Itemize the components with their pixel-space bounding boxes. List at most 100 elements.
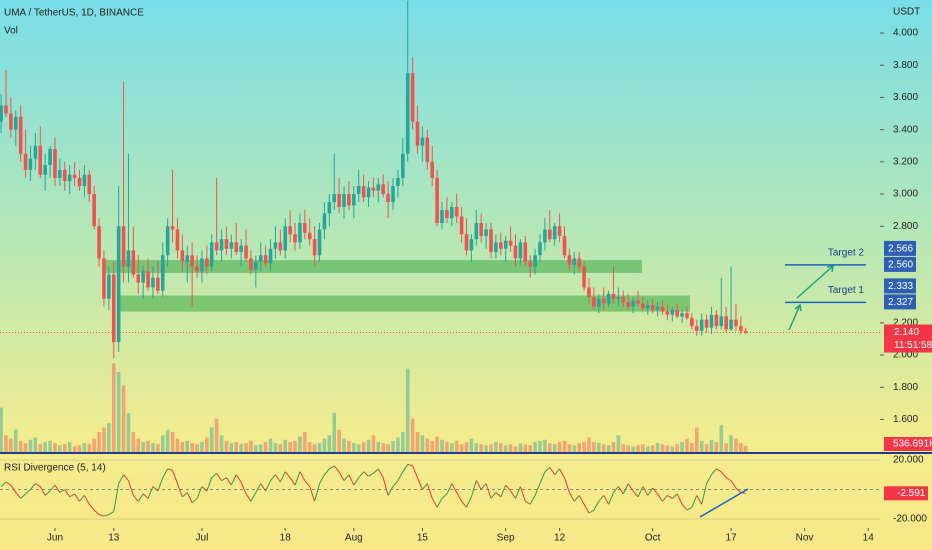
candle-body [307,232,312,240]
rsi-segment [598,495,605,502]
candle-body [0,105,3,122]
volume-bar [67,442,72,452]
candle-body [268,248,273,264]
rsi-segment [240,481,247,495]
volume-bar [592,442,596,452]
rsi-segment [196,486,203,499]
volume-bar [254,445,258,452]
rsi-segment [402,464,409,473]
rsi-segment [15,492,22,499]
rsi-segment [358,471,365,479]
volume-bar [440,439,444,452]
y-tick-label: 1.600 [893,414,918,425]
rsi-segment [230,474,237,486]
candle-body [317,229,322,256]
rsi-segment [667,494,673,499]
rsi-segment [608,492,614,505]
rsi-segment [461,500,467,508]
volume-bar [146,440,150,452]
volume-bar [513,446,518,452]
candle-body [582,266,586,288]
y-tick-label: 1.800 [893,382,918,393]
candle-body [13,116,18,130]
candle-body [146,271,150,288]
rsi-segment [338,471,345,481]
volume-bar [298,436,302,452]
candle-body [459,216,464,235]
volume-bar [410,418,415,452]
candle-body [141,271,145,283]
rsi-segment [627,483,634,492]
volume-bar [116,372,121,452]
volume-bar [322,438,327,452]
rsi-segment [265,480,271,492]
candle-body [126,250,131,267]
x-tick-label: Jun [47,533,63,544]
rsi-segment [324,468,330,476]
volume-bar [675,444,679,452]
candle-body [244,245,248,259]
candle-body [739,326,743,331]
volume-bar [724,443,728,452]
volume-bar [317,443,322,452]
volume-bar [23,443,28,452]
candle-body [67,174,72,182]
volume-bar [601,444,606,452]
candle-body [454,206,459,217]
volume-bar [180,442,185,452]
volume-bar [337,429,341,452]
volume-bar [660,444,665,452]
candle-body [33,145,38,159]
rsi-segment [480,483,487,490]
rsi-segment [363,471,369,477]
volume-bar [18,440,23,452]
candle-body [121,226,126,267]
divergence-line [699,488,749,518]
volume-bar [131,432,136,452]
rsi-segment [245,493,252,502]
volume-bar [33,437,38,452]
candle-body [479,223,484,236]
volume-bar [469,438,474,452]
candle-body [743,330,748,333]
volume-bar [626,445,630,452]
volume-bar [547,443,552,452]
support-zone [120,295,690,312]
rsi-segment [466,496,472,508]
candle-body [278,242,283,251]
rsi-segment [657,493,663,502]
candle-body [621,297,626,302]
volume-bar [680,442,684,452]
rsi-segment [255,483,262,493]
rsi-segment [299,471,306,481]
candle-body [587,287,591,298]
target-price-box [884,240,916,256]
rsi-segment [706,474,712,484]
volume-bar [87,444,92,452]
volume-bar [303,432,307,452]
candle-body [391,185,395,203]
volume-bar [268,438,273,452]
volume-bar [631,446,635,452]
volume-bar [209,427,214,452]
candle-body [214,242,219,251]
target-price-box [884,278,916,294]
candle-body [405,73,410,154]
rsi-segment [343,474,350,481]
rsi-segment [446,483,453,495]
candle-body [660,306,665,312]
volume-bar [396,437,400,452]
rsi-segment [544,467,551,473]
x-tick-label: 15 [417,533,429,544]
target-name: Target 2 [828,248,865,259]
candle-body [77,177,82,186]
candle-body [641,303,645,309]
candle-body [165,226,170,256]
candle-body [552,226,557,240]
volume-bar [77,445,82,452]
candle-body [293,234,297,243]
candle-body [440,210,444,224]
chart-title: UMA / TetherUS, 1D, BINANCE [4,8,144,19]
candle-body [430,161,435,178]
